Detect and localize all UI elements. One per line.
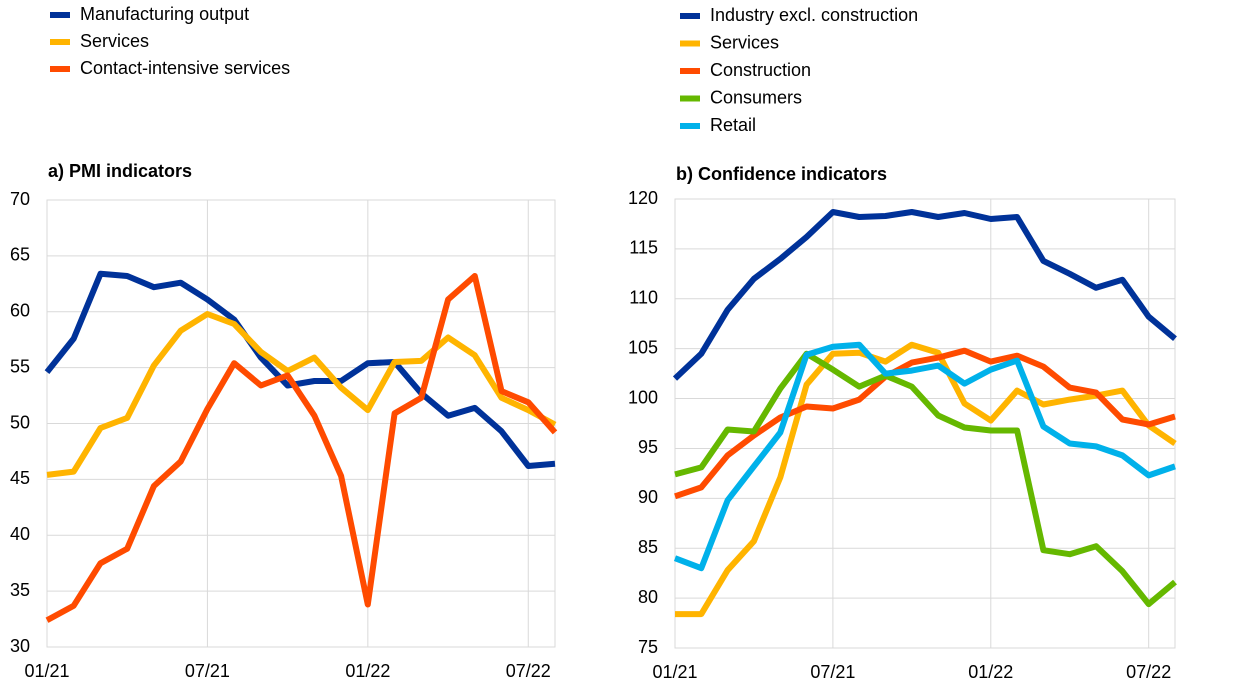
y-tick-label: 65	[10, 245, 30, 265]
legend-label: Construction	[710, 60, 811, 80]
y-tick-label: 45	[10, 468, 30, 488]
legend-label: Services	[710, 32, 779, 52]
plot-area	[674, 198, 1176, 649]
legend-label: Manufacturing output	[80, 4, 249, 24]
x-tick-label: 07/22	[1126, 662, 1171, 682]
series-line	[672, 209, 1177, 381]
y-tick-label: 50	[10, 412, 30, 432]
series-line	[675, 341, 1177, 618]
x-tick-label: 01/22	[968, 662, 1013, 682]
series-line	[44, 270, 556, 469]
y-tick-label: 30	[10, 636, 30, 656]
x-tick-label: 01/22	[345, 661, 390, 681]
y-tick-label: 100	[628, 387, 658, 407]
y-tick-label: 90	[638, 487, 658, 507]
legend-label: Consumers	[710, 87, 802, 107]
y-tick-label: 70	[10, 189, 30, 209]
y-tick-label: 120	[628, 188, 658, 208]
series-line	[45, 273, 558, 623]
chart-title: b) Confidence indicators	[676, 164, 887, 184]
x-tick-label: 07/22	[506, 661, 551, 681]
y-tick-label: 115	[629, 238, 658, 258]
y-tick-label: 110	[629, 288, 658, 308]
y-tick-label: 40	[10, 524, 30, 544]
series-line	[674, 347, 1176, 500]
legend-label: Services	[80, 31, 149, 51]
x-tick-label: 07/21	[810, 662, 855, 682]
legend-label: Contact-intensive services	[80, 58, 290, 78]
y-tick-label: 80	[638, 587, 658, 607]
y-tick-label: 35	[10, 580, 30, 600]
series-line	[46, 311, 557, 478]
y-tick-label: 55	[10, 356, 30, 376]
y-tick-label: 95	[638, 437, 658, 457]
y-tick-label: 60	[10, 301, 30, 321]
x-tick-label: 01/21	[24, 661, 69, 681]
y-tick-label: 75	[638, 637, 658, 657]
y-tick-label: 85	[638, 537, 658, 557]
x-tick-label: 01/21	[652, 662, 697, 682]
series-line	[673, 341, 1176, 572]
chart-title: a) PMI indicators	[48, 161, 192, 181]
legend-label: Retail	[710, 115, 756, 135]
series-line	[674, 350, 1177, 608]
legend-label: Industry excl. construction	[710, 5, 918, 25]
x-tick-label: 07/21	[185, 661, 230, 681]
y-tick-label: 105	[628, 337, 658, 357]
